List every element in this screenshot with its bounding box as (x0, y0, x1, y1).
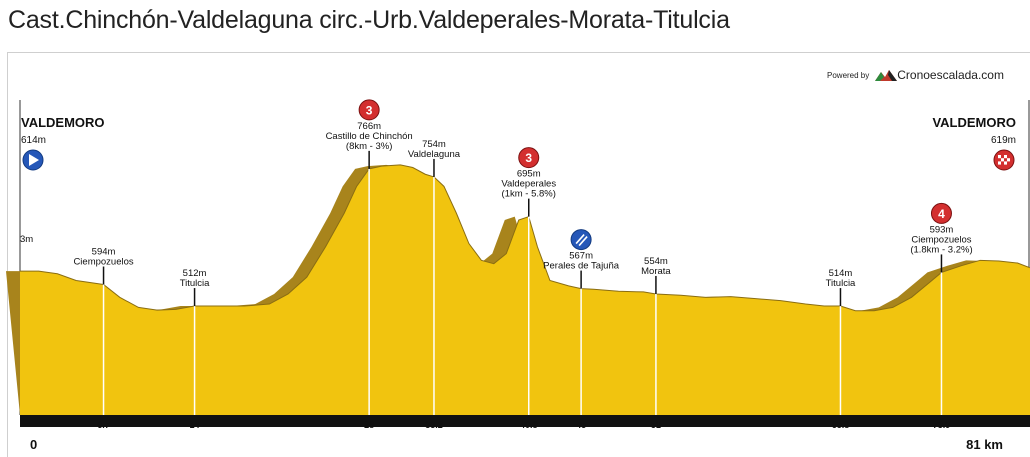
waypoint-label-7-1: Titulcia (826, 278, 856, 289)
finish-flag-cell-1-3 (1007, 158, 1010, 162)
x-tick-label-33-2: 33.2 (425, 420, 443, 430)
mountain-logo-icon (875, 70, 898, 81)
waypoint-label-2-0: 766m (357, 121, 381, 132)
waypoint-label-0-0: 594m (92, 247, 116, 258)
x-tick-label-65-8: 65.8 (832, 420, 850, 430)
waypoint-label-5-0: 567m (569, 251, 593, 262)
x-tick-label-51: 51 (651, 420, 661, 430)
profile-area (20, 164, 1030, 415)
x-tick-label-45: 45 (576, 420, 586, 430)
waypoint-label-1-0: 512m (183, 268, 207, 279)
category-badge-label-4: 3 (525, 151, 532, 165)
category-badge-icon-4 (518, 147, 540, 169)
x-tick-label-28: 28 (364, 420, 374, 430)
category-badge-icon-8 (930, 202, 952, 224)
waypoint-label-4-2: (1km - 5.8%) (502, 189, 556, 200)
x-tick-label-end: 81 km (966, 437, 1003, 452)
waypoint-label-0-1: Ciempozuelos (73, 257, 133, 268)
powered-by-label: Powered by (827, 70, 870, 80)
profile-outline (20, 164, 1030, 312)
waypoint-label-4-1: Valdeperales (501, 179, 556, 190)
powered-by[interactable]: Powered by Cronoescalada.com (827, 65, 1004, 85)
waypoint-label-6-0: 554m (644, 256, 668, 267)
category-badge-label-8: 4 (938, 207, 945, 221)
sprint-icon-stroke-b (578, 236, 588, 247)
start-arrow-glyph (29, 154, 39, 166)
x-tick-label-40-8: 40.8 (520, 420, 538, 430)
category-badge-label-2: 3 (366, 103, 373, 117)
powered-by-brand: Cronoescalada.com (897, 68, 1004, 82)
finish-flag-cell-2-0 (998, 161, 1001, 165)
x-tick-label-14: 14 (190, 420, 200, 430)
sprint-icon-stroke-a (575, 234, 585, 245)
waypoint-label-6-1: Morata (641, 266, 671, 277)
start-alt: 614m (21, 135, 46, 146)
x-tick-label-6-7: 6.7 (97, 420, 110, 430)
x-tick-label-0: 0 (30, 437, 37, 452)
finish-name: VALDEMORO (932, 115, 1016, 130)
waypoint-label-8-1: Ciempozuelos (911, 234, 971, 245)
finish-flag-cell-0-0 (998, 155, 1001, 159)
waypoint-label-7-0: 514m (829, 268, 853, 279)
waypoint-label-5-1: Perales de Tajuña (543, 261, 620, 272)
waypoint-label-8-2: (1.8km - 3.2%) (910, 244, 972, 255)
km-axis-strip (20, 415, 1030, 427)
waypoint-label-3-1: Valdelaguna (408, 149, 461, 160)
page-title: Cast.Chinchón-Valdelaguna circ.-Urb.Vald… (8, 6, 730, 34)
sprint-icon (570, 229, 592, 251)
waypoint-label-2-1: Castillo de Chinchón (326, 131, 413, 142)
start-name: VALDEMORO (21, 115, 105, 130)
finish-alt: 619m (991, 135, 1016, 146)
waypoint-label-3-0: 754m (422, 139, 446, 150)
finish-flag-cell-1-1 (1001, 158, 1004, 162)
finish-flag-cell-0-2 (1004, 155, 1007, 159)
category-badge-icon-2 (358, 99, 380, 121)
left-edge-label: 3m (20, 234, 33, 245)
waypoint-label-8-0: 593m (930, 224, 954, 235)
waypoint-label-1-1: Titulcia (180, 278, 210, 289)
waypoint-label-4-0: 695m (517, 169, 541, 180)
waypoint-label-2-2: (8km - 3%) (346, 141, 392, 152)
x-tick-label-73-9: 73.9 (933, 420, 951, 430)
finish-flag-cell-2-2 (1004, 161, 1007, 165)
